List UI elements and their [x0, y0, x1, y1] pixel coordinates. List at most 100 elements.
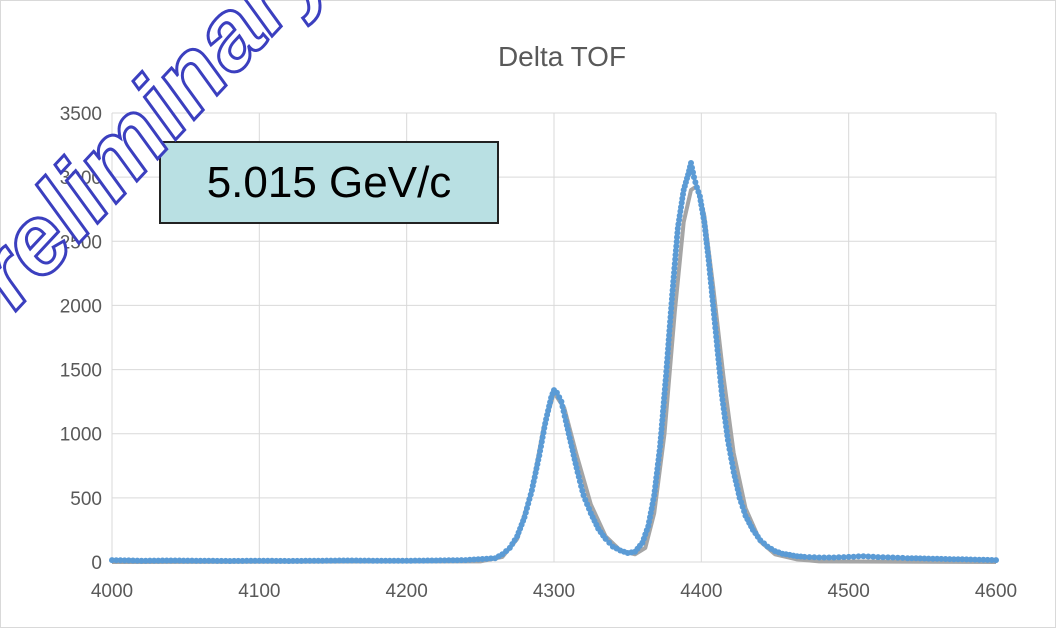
data-point [138, 557, 145, 564]
x-tick-label: 4000 [91, 581, 133, 602]
data-point [894, 554, 901, 561]
data-point [656, 448, 663, 454]
data-point [558, 398, 565, 405]
data-point [416, 557, 423, 564]
data-point [483, 555, 490, 562]
data-point [584, 501, 591, 508]
data-point [663, 363, 670, 370]
data-point [657, 434, 664, 441]
data-point [663, 368, 670, 375]
momentum-annotation-text: 5.015 GeV/c [206, 157, 452, 207]
data-point [835, 554, 842, 561]
data-point [579, 487, 586, 494]
data-point [667, 318, 674, 325]
data-point [353, 557, 360, 564]
data-point [692, 179, 699, 186]
data-point [441, 557, 448, 564]
data-point [959, 556, 966, 563]
data-point [723, 423, 730, 430]
data-point [666, 332, 673, 339]
data-point [561, 413, 568, 420]
data-point [651, 492, 658, 499]
data-point [382, 557, 389, 564]
data-point [113, 557, 120, 564]
data-point [574, 469, 581, 476]
data-point [904, 555, 911, 562]
data-point [725, 441, 732, 448]
data-point [540, 429, 547, 436]
data-point [710, 302, 717, 309]
data-point [654, 461, 661, 468]
data-point [655, 456, 662, 463]
data-point [193, 557, 200, 564]
data-point [222, 557, 229, 564]
data-point [670, 274, 677, 280]
data-point [726, 446, 733, 453]
data-point [875, 554, 882, 561]
data-point [723, 428, 730, 435]
data-point [332, 557, 339, 564]
data-point [395, 557, 402, 564]
data-point [218, 557, 225, 564]
data-point [993, 557, 999, 564]
data-point [667, 314, 674, 321]
data-point [669, 291, 676, 298]
data-point [538, 438, 545, 445]
data-point [673, 243, 680, 250]
data-point [559, 403, 566, 410]
data-point [724, 437, 731, 444]
data-point [712, 324, 719, 331]
data-point [159, 557, 166, 564]
data-point [988, 557, 995, 563]
data-point [963, 556, 970, 563]
data-point [420, 557, 427, 564]
data-point [340, 557, 347, 564]
data-point [264, 557, 271, 564]
data-point [663, 373, 669, 379]
data-point [806, 554, 813, 561]
data-point [718, 383, 725, 390]
data-point [712, 329, 719, 336]
data-point [109, 557, 115, 564]
data-point [247, 557, 254, 564]
data-point [830, 554, 837, 561]
data-point [673, 238, 680, 245]
data-point [586, 505, 592, 512]
data-point [454, 557, 461, 564]
data-point [668, 300, 675, 307]
x-tick-label: 4300 [533, 581, 575, 602]
data-point [721, 410, 728, 417]
data-point [336, 557, 343, 564]
data-point [976, 556, 983, 563]
data-point [668, 296, 675, 302]
data-point [134, 557, 141, 564]
data-point [674, 229, 681, 236]
data-point [984, 556, 991, 563]
data-point [290, 557, 296, 564]
data-point [155, 557, 162, 564]
x-tick-label: 4500 [828, 581, 870, 602]
data-point [201, 557, 208, 564]
data-point [660, 408, 666, 415]
data-point [658, 430, 665, 437]
data-point [706, 262, 713, 268]
data-point [664, 359, 670, 366]
y-tick-label: 3000 [60, 168, 102, 189]
data-point [713, 333, 720, 340]
data-point [277, 557, 284, 564]
data-point [525, 500, 532, 507]
data-point [661, 390, 668, 397]
data-point [526, 496, 533, 503]
data-point [658, 421, 665, 428]
data-point [917, 555, 924, 562]
data-point [167, 557, 174, 564]
data-point [801, 553, 808, 560]
data-point [386, 557, 393, 564]
data-point [522, 509, 529, 516]
data-point [117, 557, 124, 564]
data-point [659, 412, 666, 419]
data-point [660, 399, 667, 406]
data-point [146, 557, 153, 564]
data-point [870, 553, 877, 560]
data-point [197, 557, 204, 564]
